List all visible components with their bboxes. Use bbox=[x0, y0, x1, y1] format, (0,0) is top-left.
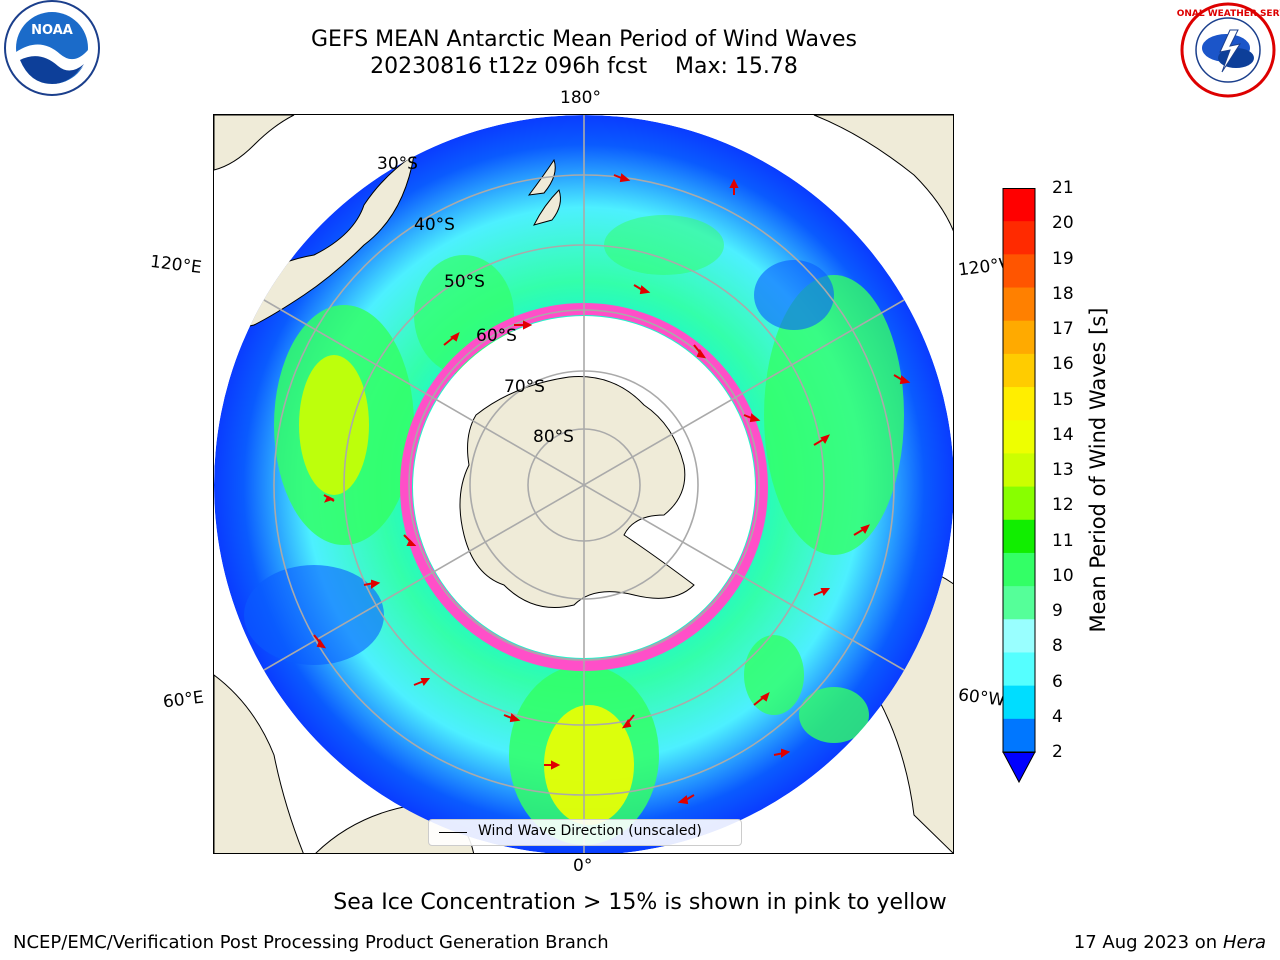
map-legend: Wind Wave Direction (unscaled) bbox=[428, 819, 742, 846]
lat-label-80s: 80°S bbox=[533, 427, 574, 447]
colorbar-extend-triangle bbox=[1002, 751, 1036, 784]
chart-subtitle: 20230816 t12z 096h fcst Max: 15.78 bbox=[370, 54, 798, 79]
lat-label-30s: 30°S bbox=[377, 154, 418, 174]
colorbar bbox=[1002, 188, 1036, 788]
colorbar-segment bbox=[1003, 718, 1035, 753]
colorbar-tick-label: 9 bbox=[1052, 601, 1063, 621]
colorbar-segment bbox=[1003, 552, 1035, 587]
sea-ice-note: Sea Ice Concentration > 15% is shown in … bbox=[333, 890, 947, 915]
lon-label-60e: 60°E bbox=[161, 687, 205, 713]
land-antarctica bbox=[459, 376, 695, 608]
colorbar-tick-label: 12 bbox=[1052, 495, 1074, 516]
graticule bbox=[214, 115, 953, 853]
colorbar-tick-label: 6 bbox=[1052, 671, 1063, 692]
colorbar-label: Mean Period of Wind Waves [s] bbox=[1086, 307, 1110, 633]
colorbar-tick-label: 15 bbox=[1052, 389, 1074, 410]
legend-label: Wind Wave Direction (unscaled) bbox=[478, 823, 702, 839]
colorbar-tick-label: 8 bbox=[1052, 636, 1063, 657]
lon-label-120e: 120°E bbox=[148, 251, 203, 279]
colorbar-segment bbox=[1003, 453, 1035, 488]
colorbar-outline bbox=[1002, 188, 1036, 753]
colorbar-segment bbox=[1003, 619, 1035, 653]
colorbar-segment bbox=[1003, 519, 1035, 554]
colorbar-tick-label: 4 bbox=[1052, 706, 1063, 727]
colorbar-segment bbox=[1003, 586, 1035, 620]
colorbar-segment bbox=[1003, 188, 1035, 222]
lon-label-0: 0° bbox=[573, 856, 593, 876]
colorbar-segment bbox=[1003, 254, 1035, 289]
lon-label-180: 180° bbox=[560, 88, 601, 108]
colorbar-tick-label: 17 bbox=[1052, 319, 1074, 339]
footer-date: 17 Aug 2023 on Hera bbox=[1074, 932, 1266, 953]
lon-label-60w: 60°W bbox=[956, 685, 1006, 711]
colorbar-tick-label: 19 bbox=[1052, 248, 1074, 269]
chart-title: GEFS MEAN Antarctic Mean Period of Wind … bbox=[311, 27, 857, 52]
colorbar-tick-label: 18 bbox=[1052, 283, 1074, 304]
nws-logo: NATIONAL WEATHER SERVICE bbox=[1153, 0, 1280, 104]
lat-label-50s: 50°S bbox=[444, 272, 485, 292]
colorbar-tick-label: 14 bbox=[1052, 424, 1074, 445]
colorbar-segment bbox=[1003, 387, 1035, 421]
colorbar-segment bbox=[1003, 486, 1035, 521]
legend-line-icon bbox=[439, 832, 467, 833]
colorbar-tick-label: 2 bbox=[1052, 742, 1063, 762]
colorbar-segment bbox=[1003, 685, 1035, 720]
wind-wave-arrows bbox=[313, 173, 911, 805]
colorbar-segment bbox=[1003, 353, 1035, 388]
colorbar-segment bbox=[1003, 287, 1035, 322]
colorbar-segment bbox=[1003, 652, 1035, 687]
polar-map: 30°S 40°S 50°S 60°S 70°S 80°S bbox=[213, 114, 954, 854]
footer-organization: NCEP/EMC/Verification Post Processing Pr… bbox=[13, 932, 609, 953]
footer-date-text: 17 Aug 2023 on bbox=[1073, 932, 1218, 953]
colorbar-tick-label: 11 bbox=[1052, 530, 1074, 551]
colorbar-segment bbox=[1003, 320, 1035, 355]
lat-label-60s: 60°S bbox=[476, 326, 517, 346]
colorbar-tick-label: 20 bbox=[1052, 213, 1074, 234]
colorbar-segment bbox=[1003, 221, 1035, 255]
colorbar-tick-label: 10 bbox=[1052, 565, 1074, 586]
colorbar-tick-label: 21 bbox=[1052, 178, 1074, 198]
lat-label-40s: 40°S bbox=[414, 215, 455, 235]
noaa-logo: NOAA bbox=[0, 0, 104, 104]
colorbar-segment bbox=[1003, 420, 1035, 454]
colorbar-tick-label: 13 bbox=[1052, 460, 1074, 480]
footer-host: Hera bbox=[1222, 932, 1266, 953]
nws-logo-text: NATIONAL WEATHER SERVICE bbox=[1176, 9, 1280, 19]
colorbar-tick-label: 16 bbox=[1052, 354, 1074, 375]
noaa-logo-text: NOAA bbox=[31, 23, 73, 38]
lat-label-70s: 70°S bbox=[504, 377, 545, 397]
